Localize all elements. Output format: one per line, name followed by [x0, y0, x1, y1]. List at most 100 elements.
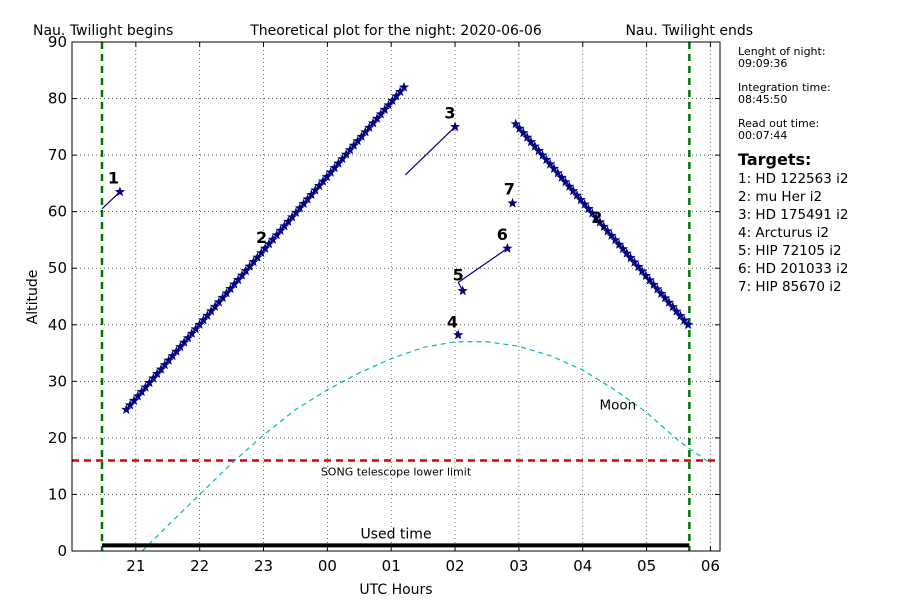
target-marker-2-31: [240, 265, 251, 276]
target-track-4: 4: [447, 313, 464, 340]
target-marker-2-24: [213, 296, 224, 307]
target-marker-2-70: [391, 90, 402, 101]
night-length-value: 09:09:36: [738, 57, 788, 70]
target-marker-2-3: [132, 390, 143, 401]
target-marker-8-36: [648, 279, 659, 290]
target-marker-2-53: [325, 166, 336, 177]
target-marker-2-36: [259, 243, 271, 253]
target-marker-2-61: [356, 131, 367, 141]
target-marker-2-13: [171, 346, 182, 356]
used-time-label: Used time: [360, 526, 431, 542]
target-marker-6: [502, 243, 513, 253]
target-marker-2-42: [283, 216, 294, 226]
target-marker-2-21: [202, 310, 213, 320]
moon-label: Moon: [599, 398, 636, 414]
target-item-5: 5: HIP 72105 i2: [738, 243, 842, 259]
target-marker-2-62: [360, 126, 371, 137]
target-marker-2-39: [271, 229, 282, 240]
target-marker-2-59: [348, 140, 359, 150]
x-tick-label-4: 01: [382, 557, 401, 575]
target-marker-8-5: [529, 140, 540, 151]
target-label-4: 4: [447, 313, 458, 332]
target-marker-2-49: [310, 184, 321, 195]
target-marker-2-57: [340, 149, 352, 159]
target-track-8: 2: [510, 118, 694, 330]
target-marker-2-34: [252, 252, 263, 262]
target-marker-2-0: [121, 404, 132, 415]
target-marker-8-15: [568, 185, 579, 196]
integration-time-label: Integration time:: [738, 81, 831, 94]
target-marker-2-18: [190, 323, 201, 334]
info-panel: Lenght of night: 09:09:36 Integration ti…: [738, 46, 898, 296]
target-marker-2-29: [233, 274, 244, 285]
target-marker-2-56: [337, 153, 348, 164]
target-marker-7: [507, 197, 518, 208]
target-track-6: 6: [457, 225, 513, 283]
target-marker-2-41: [279, 220, 290, 231]
target-marker-2-66: [375, 108, 386, 119]
target-marker-8-45: [683, 319, 694, 330]
target-marker-8-16: [571, 190, 583, 200]
target-marker-2-26: [221, 287, 232, 298]
target-track-1: 1: [101, 168, 125, 210]
target-marker-8-42: [671, 306, 682, 316]
target-marker-8-33: [636, 265, 648, 276]
target-marker-8-12: [556, 172, 567, 182]
target-marker-2-25: [217, 292, 228, 302]
x-axis-label: UTC Hours: [359, 582, 432, 598]
target-marker-8-17: [575, 194, 586, 205]
target-marker-1: [114, 186, 125, 197]
target-marker-8-20: [587, 207, 598, 218]
target-marker-2-38: [267, 234, 278, 244]
target-marker-8-35: [644, 274, 655, 285]
target-marker-8-44: [679, 314, 690, 325]
target-marker-2-68: [383, 99, 394, 110]
target-marker-2-19: [194, 319, 205, 329]
target-line-6: [457, 247, 508, 283]
target-label-6: 6: [497, 225, 508, 244]
target-marker-8-23: [598, 221, 609, 232]
y-tick-label-3: 30: [48, 372, 67, 390]
y-tick-label-2: 20: [48, 429, 67, 447]
target-track-5: 5: [453, 266, 468, 296]
target-marker-2-32: [244, 260, 255, 271]
target-marker-2-7: [148, 372, 159, 383]
target-marker-8-24: [602, 225, 613, 236]
target-track-3: 3: [404, 103, 461, 176]
target-marker-8-7: [537, 149, 548, 160]
y-tick-label-7: 70: [48, 146, 67, 164]
target-marker-2-71: [394, 86, 406, 97]
target-marker-2-67: [379, 104, 390, 115]
target-item-3: 3: HD 175491 i2: [738, 207, 849, 223]
plot-area: SONG telescope lower limit Moon Used time 1…: [48, 33, 721, 575]
twilight-end-label: Nau. Twilight ends: [625, 23, 753, 39]
target-item-2: 2: mu Her i2: [738, 189, 823, 205]
x-tick-label-8: 05: [637, 557, 656, 575]
target-marker-2-50: [313, 180, 325, 191]
chart-title: Theoretical plot for the night: 2020-06-…: [249, 23, 542, 39]
x-tick-label-6: 03: [509, 557, 528, 575]
target-marker-8-27: [614, 239, 625, 249]
target-marker-2-40: [275, 225, 286, 235]
target-item-4: 4: Arcturus i2: [738, 225, 829, 241]
target-marker-2-45: [294, 202, 305, 213]
target-marker-2-72: [398, 81, 410, 92]
target-marker-8-21: [591, 212, 602, 222]
target-marker-2-17: [186, 328, 197, 338]
target-marker-2-65: [371, 113, 383, 123]
y-tick-label-0: 0: [57, 542, 67, 560]
target-marker-8-25: [606, 230, 617, 240]
target-label-3: 3: [444, 103, 455, 122]
target-marker-4: [453, 329, 464, 340]
target-label-8: 2: [591, 208, 602, 227]
target-marker-2-12: [167, 350, 178, 361]
y-tick-label-6: 60: [48, 203, 67, 221]
target-label-5: 5: [453, 266, 464, 285]
integration-time-value: 08:45:50: [738, 93, 788, 106]
target-marker-2-27: [225, 283, 236, 294]
target-marker-2-47: [302, 193, 313, 204]
target-marker-8-32: [633, 261, 644, 272]
target-item-7: 7: HIP 85670 i2: [738, 279, 842, 295]
target-marker-2-4: [136, 386, 147, 396]
y-tick-label-9: 90: [48, 33, 67, 51]
